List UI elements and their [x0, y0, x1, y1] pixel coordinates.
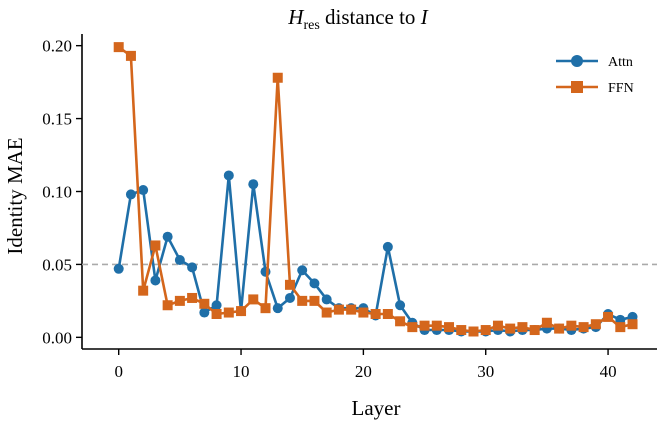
- data-point-attn: [248, 179, 259, 190]
- x-tick-label: 0: [114, 362, 123, 381]
- data-point-ffn: [615, 322, 626, 333]
- data-point-ffn: [578, 322, 589, 333]
- title-identity-symbol: I: [420, 5, 429, 29]
- data-point-attn: [297, 265, 308, 276]
- x-tick-label: 40: [600, 362, 617, 381]
- data-point-attn: [113, 263, 124, 274]
- data-point-ffn: [333, 304, 344, 315]
- legend-label-attn: Attn: [608, 55, 633, 70]
- y-tick-label: 0.15: [42, 110, 72, 129]
- data-point-ffn: [603, 311, 614, 322]
- legend-label-ffn: FFN: [608, 81, 634, 96]
- data-point-attn: [284, 292, 295, 303]
- svg-text:Hres distance to I: Hres distance to I: [287, 5, 428, 33]
- chart-title: Hres distance to I: [287, 5, 428, 33]
- data-point-attn: [199, 307, 210, 318]
- data-point-attn: [223, 170, 234, 181]
- data-point-ffn: [554, 323, 565, 334]
- data-point-ffn: [248, 294, 259, 305]
- data-point-ffn: [297, 295, 308, 306]
- title-text: distance to: [320, 5, 421, 29]
- data-point-ffn: [346, 304, 357, 315]
- data-point-ffn: [113, 42, 124, 53]
- y-tick-label: 0.20: [42, 37, 72, 56]
- data-point-attn: [162, 231, 173, 242]
- legend: Attn FFN: [556, 55, 634, 96]
- data-point-attn: [211, 300, 222, 311]
- y-tick-label: 0.10: [42, 183, 72, 202]
- data-point-ffn: [505, 323, 516, 334]
- data-point-ffn: [566, 320, 577, 331]
- data-point-ffn: [480, 325, 491, 336]
- legend-marker-attn: [571, 55, 583, 67]
- data-point-ffn: [382, 309, 393, 319]
- data-point-ffn: [284, 279, 295, 290]
- data-point-attn: [260, 266, 271, 277]
- y-tick-label: 0.00: [42, 328, 72, 347]
- data-point-ffn: [419, 320, 430, 331]
- data-point-ffn: [431, 320, 442, 331]
- data-point-ffn: [162, 300, 173, 311]
- data-point-ffn: [236, 306, 247, 317]
- data-point-ffn: [529, 325, 540, 336]
- title-subscript: res: [303, 18, 319, 33]
- data-point-ffn: [370, 309, 381, 319]
- data-point-ffn: [187, 292, 198, 303]
- data-point-ffn: [517, 322, 528, 333]
- data-point-ffn: [321, 307, 332, 318]
- series-line-attn: [117, 174, 633, 333]
- title-symbol: H: [287, 5, 305, 29]
- plot-area: 0.00 0.05 0.10 0.15 0.20 0 10 20 30 40: [42, 34, 657, 381]
- data-point-attn: [321, 294, 332, 305]
- x-tick-label: 20: [355, 362, 372, 381]
- data-point-attn: [395, 300, 406, 311]
- data-point-ffn: [260, 303, 271, 314]
- data-point-ffn: [590, 319, 601, 330]
- data-point-ffn: [492, 320, 503, 331]
- data-point-ffn: [309, 295, 320, 306]
- data-point-attn: [174, 255, 185, 266]
- data-point-ffn: [150, 240, 161, 251]
- data-point-ffn: [199, 298, 210, 309]
- x-axis-label: Layer: [352, 396, 401, 420]
- series-line-ffn: [117, 46, 633, 333]
- data-point-ffn: [468, 326, 479, 337]
- data-point-attn: [150, 275, 161, 286]
- data-point-ffn: [407, 322, 418, 333]
- data-point-ffn: [272, 72, 283, 83]
- data-point-ffn: [627, 319, 638, 330]
- data-point-ffn: [138, 285, 149, 296]
- data-point-attn: [309, 278, 320, 289]
- data-point-ffn: [541, 317, 552, 328]
- data-point-ffn: [125, 50, 136, 61]
- data-point-ffn: [456, 325, 467, 336]
- x-tick-label: 10: [233, 362, 250, 381]
- data-point-ffn: [211, 309, 222, 319]
- data-point-ffn: [358, 307, 369, 318]
- y-tick-label: 0.05: [42, 255, 72, 274]
- legend-marker-ffn: [571, 81, 583, 93]
- data-point-ffn: [395, 316, 406, 327]
- data-point-attn: [272, 303, 283, 314]
- data-point-attn: [187, 262, 198, 273]
- data-point-ffn: [223, 307, 234, 318]
- data-point-attn: [382, 241, 393, 252]
- data-point-attn: [125, 189, 136, 200]
- data-point-ffn: [174, 295, 185, 306]
- data-point-ffn: [444, 322, 455, 333]
- y-axis-label: Identity MAE: [3, 137, 27, 254]
- data-point-attn: [138, 185, 149, 196]
- x-tick-label: 30: [477, 362, 494, 381]
